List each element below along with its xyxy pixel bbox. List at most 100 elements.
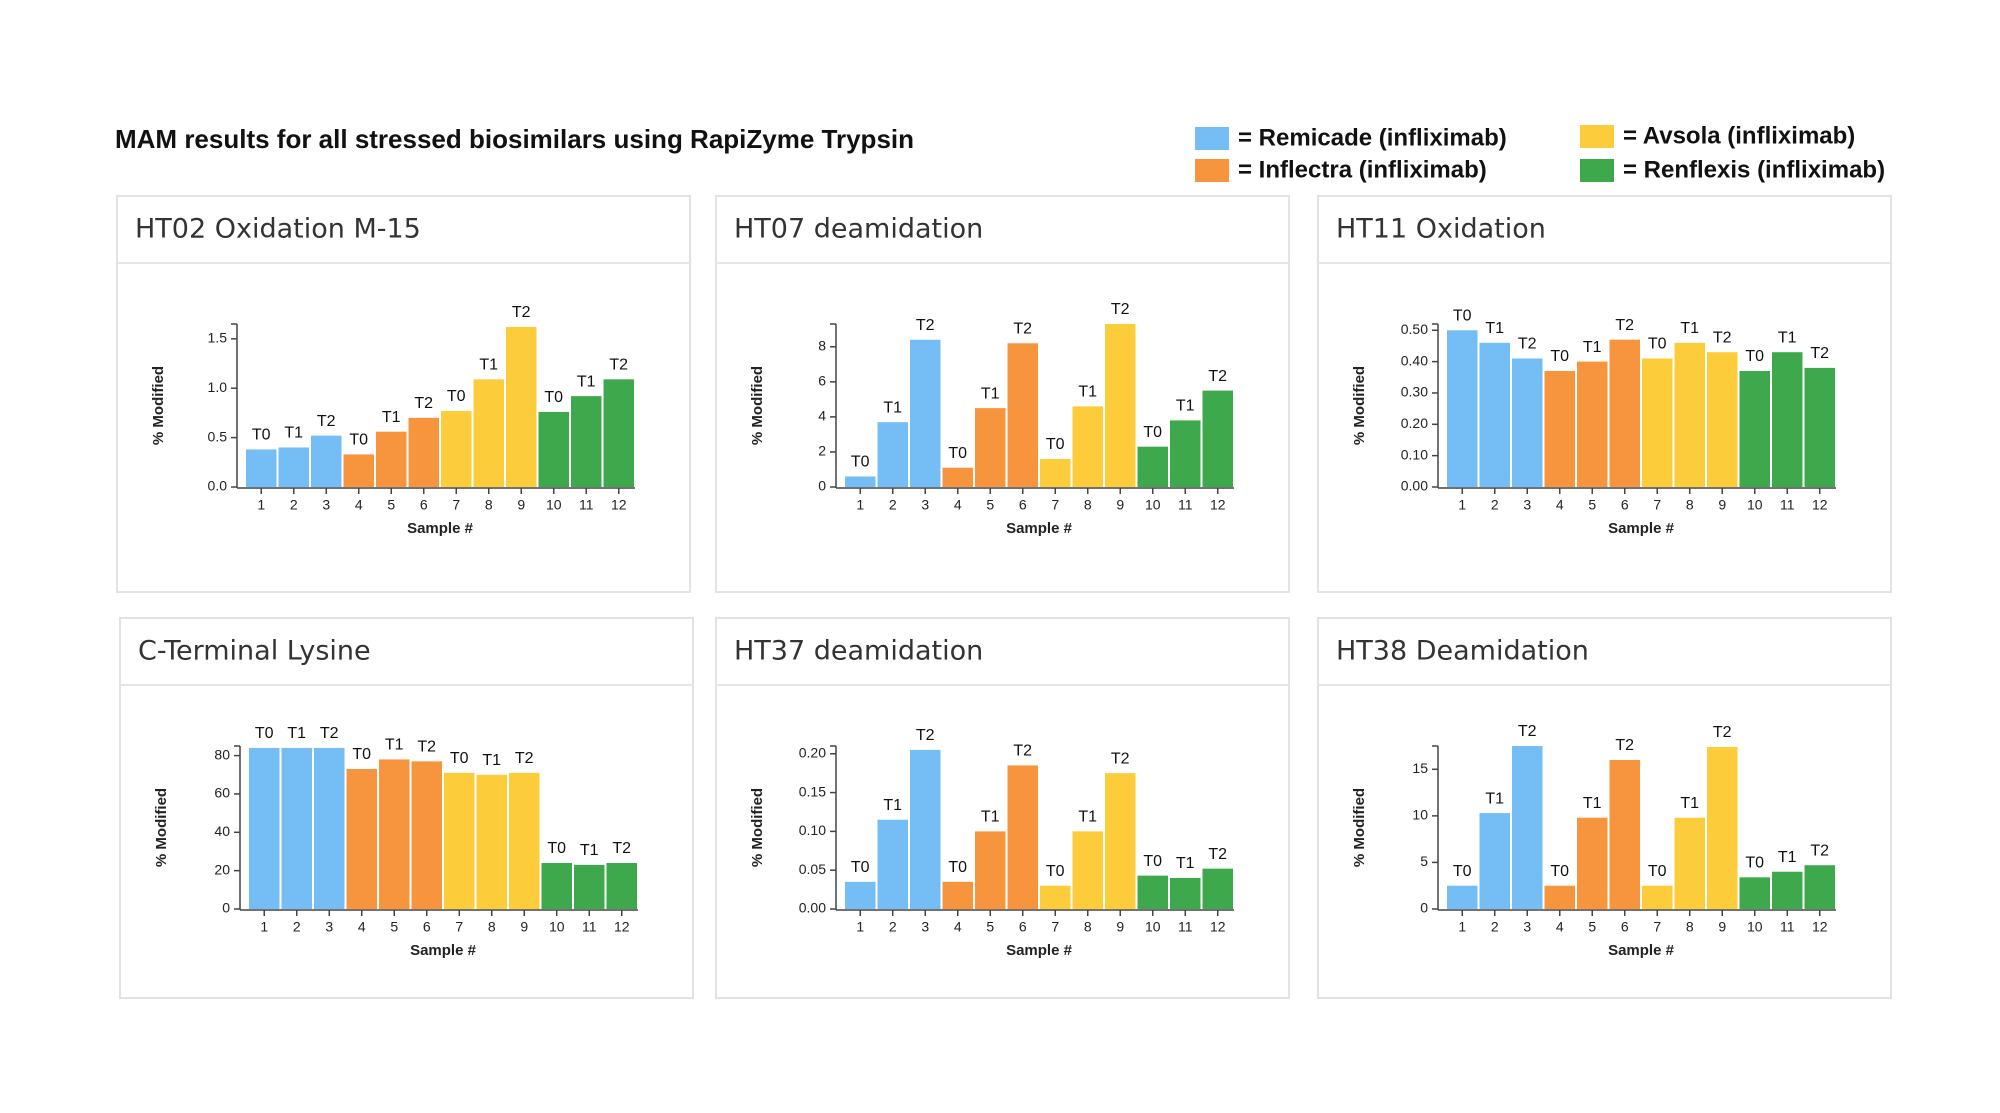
bar <box>1202 390 1233 487</box>
bar <box>1544 885 1575 909</box>
bar <box>1479 813 1510 909</box>
x-tick-label: 12 <box>611 497 627 513</box>
bar-label: T2 <box>1810 345 1829 362</box>
panel-frame <box>1317 617 1892 999</box>
bar-label: T1 <box>284 425 303 442</box>
bar <box>1512 358 1543 487</box>
bar <box>1072 831 1103 909</box>
bar <box>1772 871 1803 909</box>
bar-label: T1 <box>1583 339 1602 356</box>
x-tick-label: 7 <box>452 497 460 513</box>
x-tick-label: 11 <box>579 497 594 513</box>
bar-label: T0 <box>1143 853 1162 870</box>
bar <box>1137 446 1168 487</box>
bar-label: T0 <box>1745 348 1764 365</box>
bar-label: T0 <box>1550 348 1569 365</box>
x-tick-label: 5 <box>986 497 994 513</box>
bar <box>877 422 908 487</box>
x-tick-label: 2 <box>889 919 897 935</box>
bar-label: T0 <box>352 746 371 763</box>
legend-label: = Inflectra (infliximab) <box>1238 156 1487 183</box>
bar <box>606 862 637 909</box>
x-tick-label: 1 <box>260 919 268 935</box>
x-tick-label: 3 <box>921 497 929 513</box>
bar-label: T0 <box>1648 336 1667 353</box>
page-title: MAM results for all stressed biosimilars… <box>115 124 914 154</box>
x-tick-label: 3 <box>322 497 330 513</box>
bar <box>408 417 439 487</box>
y-tick-label: 15 <box>1412 760 1428 776</box>
bar-label: T2 <box>1615 317 1634 334</box>
legend-swatch <box>1195 159 1229 182</box>
y-axis-label: % Modified <box>749 366 766 445</box>
x-axis-label: Sample # <box>1608 520 1675 537</box>
bar <box>473 379 504 487</box>
panel-title: HT11 Oxidation <box>1336 214 1546 245</box>
x-tick-label: 12 <box>614 919 630 935</box>
y-tick-label: 0.00 <box>1401 478 1428 494</box>
x-tick-label: 7 <box>1653 497 1661 513</box>
bar-label: T1 <box>482 752 501 769</box>
bar <box>246 449 277 487</box>
bar <box>1007 765 1038 909</box>
chart-panel: HT37 deamidation 0.00 0.05 0.10 0.15 0.20 % Mo… <box>715 617 1290 999</box>
bar <box>1072 406 1103 487</box>
x-tick-label: 4 <box>1556 919 1564 935</box>
bar <box>314 747 345 909</box>
x-tick-label: 6 <box>420 497 428 513</box>
y-tick-label: 8 <box>818 337 826 353</box>
bar <box>1707 352 1738 487</box>
bar-label: T1 <box>1778 329 1797 346</box>
bar-label: T1 <box>382 409 401 426</box>
bar-label: T0 <box>1143 424 1162 441</box>
bar-label: T0 <box>349 432 368 449</box>
bar-label: T0 <box>851 454 870 471</box>
x-tick-label: 6 <box>1621 497 1629 513</box>
y-tick-label: 5 <box>1420 853 1428 869</box>
bar-label: T1 <box>479 357 498 374</box>
bar-label: T1 <box>981 385 1000 402</box>
bar-label: T0 <box>1453 307 1472 324</box>
x-tick-label: 10 <box>1747 919 1763 935</box>
x-tick-label: 3 <box>921 919 929 935</box>
bar <box>845 881 876 909</box>
bar-label: T2 <box>512 304 531 321</box>
panel-frame <box>715 617 1290 999</box>
x-tick-label: 3 <box>1523 919 1531 935</box>
legend-label: = Avsola (infliximab) <box>1623 122 1855 149</box>
y-tick-label: 0.20 <box>799 744 826 760</box>
x-tick-label: 1 <box>856 919 864 935</box>
panel-title: HT02 Oxidation M-15 <box>135 214 421 245</box>
x-tick-label: 11 <box>582 919 597 935</box>
bar-label: T2 <box>317 413 336 430</box>
x-tick-label: 12 <box>1210 919 1226 935</box>
y-axis-label: % Modified <box>150 366 167 445</box>
x-tick-label: 4 <box>358 919 366 935</box>
x-tick-label: 11 <box>1780 497 1795 513</box>
bar <box>975 831 1006 909</box>
bar-label: T2 <box>515 750 534 767</box>
bar-label: T1 <box>1078 809 1097 826</box>
bar <box>444 772 475 909</box>
y-tick-label: 6 <box>818 373 826 389</box>
x-tick-label: 2 <box>1491 497 1499 513</box>
bar <box>441 410 472 487</box>
bar <box>1577 361 1608 487</box>
y-tick-label: 4 <box>818 408 826 424</box>
x-tick-label: 5 <box>387 497 395 513</box>
bar-label: T2 <box>609 357 628 374</box>
x-tick-label: 7 <box>1051 919 1059 935</box>
bar-label: T2 <box>1013 320 1032 337</box>
bar <box>376 431 407 487</box>
y-tick-label: 0.5 <box>208 428 228 444</box>
bar <box>1707 746 1738 909</box>
bar-label: T1 <box>883 797 902 814</box>
bar-label: T1 <box>883 399 902 416</box>
bar <box>910 749 941 909</box>
bar-label: T2 <box>916 727 935 744</box>
bar <box>1202 868 1233 909</box>
bar <box>1137 875 1168 909</box>
y-tick-label: 40 <box>214 823 230 839</box>
bar-label: T0 <box>450 750 469 767</box>
chart-panel: HT02 Oxidation M-15 0.0 0.5 1.0 1.5 % Modifie… <box>116 195 691 593</box>
